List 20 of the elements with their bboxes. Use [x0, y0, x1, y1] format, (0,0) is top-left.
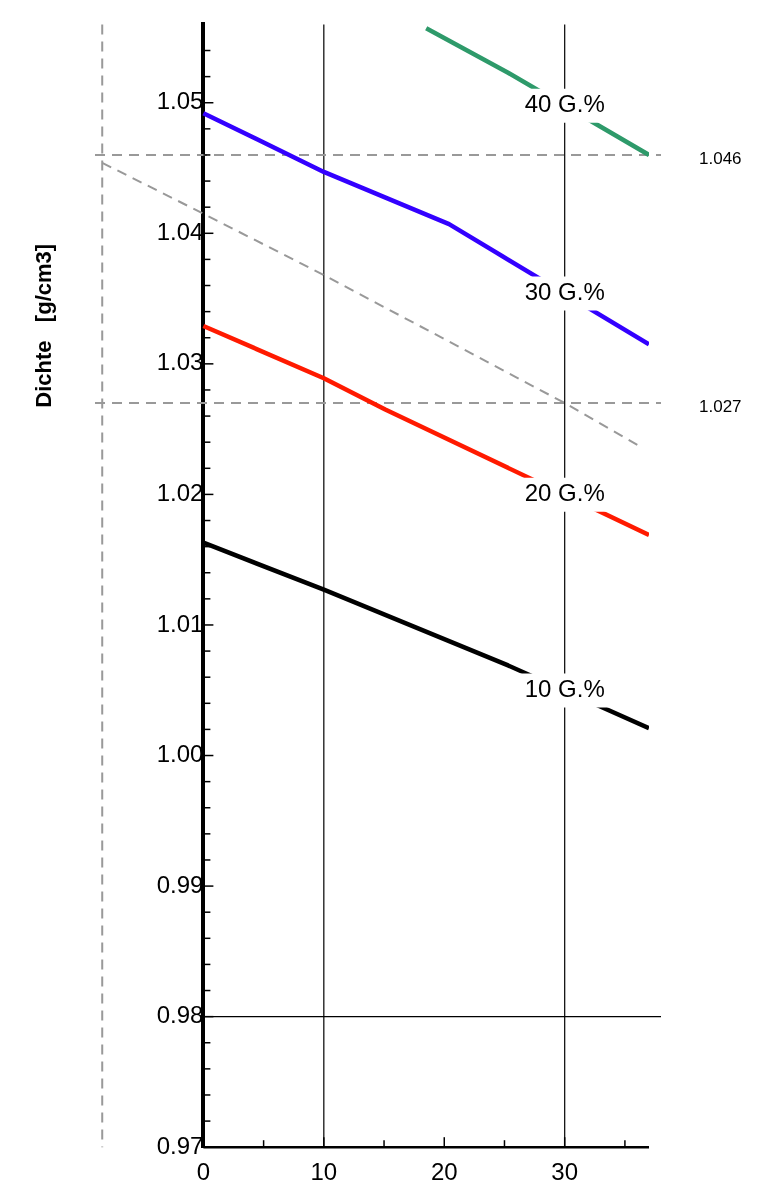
- y-tick-label: 1.05: [156, 87, 204, 115]
- y-tick-label: 1.02: [156, 479, 204, 507]
- y-axis-title: Dichte [g/cm3]: [31, 243, 57, 408]
- y-tick-label: 1.03: [156, 348, 204, 376]
- y-tick-label: 1.04: [156, 217, 204, 245]
- y-tick-label: 1.00: [156, 740, 204, 768]
- y-tick-label: 0.98: [156, 1001, 204, 1029]
- series-label: 40 G.%: [524, 90, 605, 118]
- ref-line-label: 1.027: [699, 396, 742, 416]
- y-tick-label: 0.97: [156, 1131, 204, 1159]
- x-tick-label: 0: [196, 1158, 211, 1186]
- series-label: 10 G.%: [524, 675, 605, 703]
- series-label: 20 G.%: [524, 479, 605, 507]
- x-tick-label: 30: [551, 1158, 579, 1186]
- x-tick-label: 20: [430, 1158, 458, 1186]
- y-tick-label: 1.01: [156, 609, 204, 637]
- x-tick-label: 10: [310, 1158, 338, 1186]
- y-tick-label: 0.99: [156, 870, 204, 898]
- ref-line-label: 1.046: [699, 148, 742, 168]
- series-label: 30 G.%: [524, 278, 605, 306]
